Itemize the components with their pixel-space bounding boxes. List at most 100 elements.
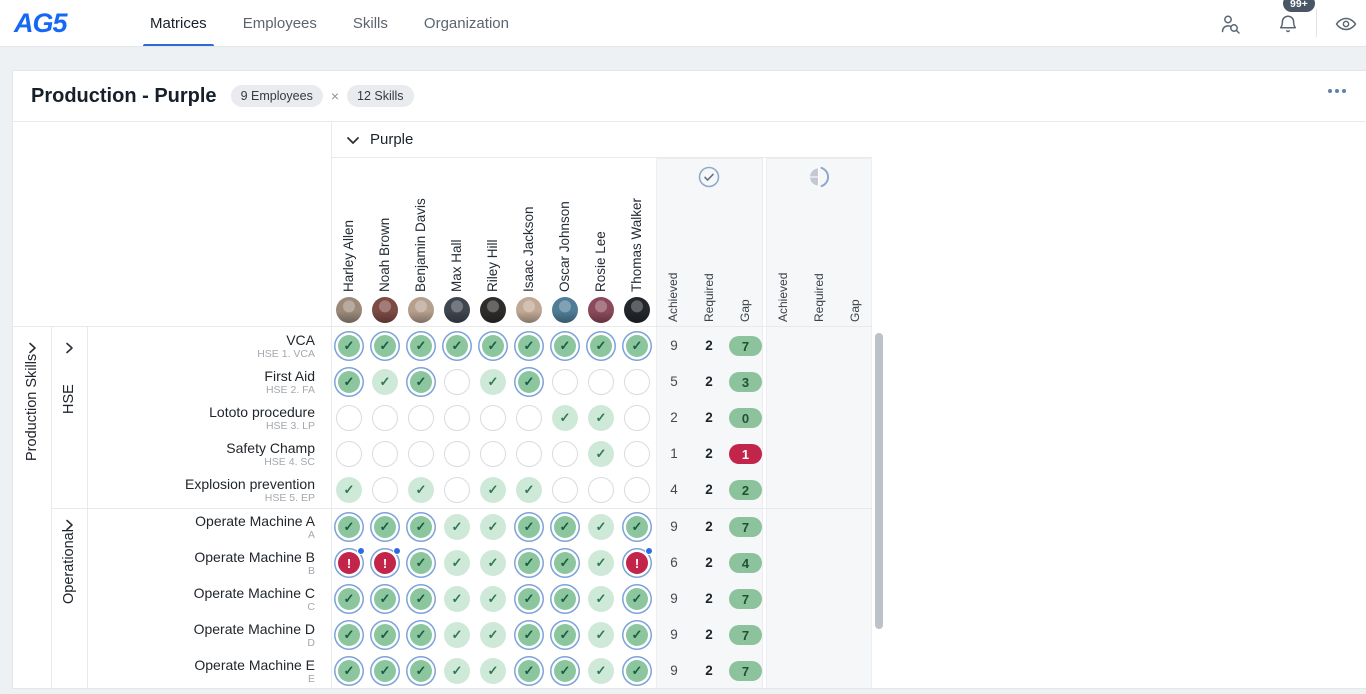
qualification-cell[interactable] [626,335,648,357]
qualification-cell[interactable] [480,441,506,467]
qualification-cell[interactable] [588,369,614,395]
qualification-cell[interactable] [588,658,614,684]
tab-matrices[interactable]: Matrices [143,0,214,46]
qualification-cell[interactable] [480,550,506,576]
qualification-cell[interactable] [480,658,506,684]
employee-avatar[interactable] [444,297,470,323]
qualification-cell[interactable] [552,405,578,431]
employee-name[interactable]: Oscar Johnson [557,201,572,292]
qualification-cell[interactable] [516,477,542,503]
qualification-cell[interactable] [410,516,432,538]
employee-avatar[interactable] [480,297,506,323]
qualification-cell[interactable] [338,335,360,357]
qualification-cell[interactable] [554,588,576,610]
qualification-cell[interactable] [482,335,504,357]
qualification-cell[interactable] [410,371,432,393]
qualification-cell[interactable] [624,369,650,395]
qualification-cell[interactable] [480,622,506,648]
employee-avatar[interactable] [372,297,398,323]
tab-organization[interactable]: Organization [417,0,516,46]
qualification-cell[interactable] [338,547,365,574]
qualification-cell[interactable] [410,660,432,682]
employee-name[interactable]: Noah Brown [377,217,392,292]
qualification-cell[interactable] [374,547,401,574]
qualification-cell[interactable] [444,514,470,540]
qualification-cell[interactable] [624,441,650,467]
qualification-cell[interactable] [552,369,578,395]
qualification-cell[interactable] [588,622,614,648]
qualification-cell[interactable] [590,335,612,357]
employee-name[interactable]: Rosie Lee [593,231,608,292]
user-search-icon[interactable] [1218,12,1242,36]
qualification-cell[interactable] [480,369,506,395]
qualification-cell[interactable] [444,369,470,395]
chevron-right-icon[interactable] [26,341,38,354]
qualification-cell[interactable] [374,516,396,538]
qualification-cell[interactable] [372,369,398,395]
qualification-cell[interactable] [624,477,650,503]
qualification-cell[interactable] [518,624,540,646]
qualification-cell[interactable] [444,658,470,684]
qualification-cell[interactable] [444,441,470,467]
skill-label[interactable]: First Aid HSE 2. FA [87,364,323,400]
notifications-bell-icon[interactable] [1276,12,1300,36]
ag5-logo[interactable]: AG5 [14,8,68,38]
qualification-cell[interactable] [480,514,506,540]
employee-avatar[interactable] [336,297,362,323]
qualification-cell[interactable] [374,660,396,682]
qualification-cell[interactable] [480,477,506,503]
qualification-cell[interactable] [518,660,540,682]
qualification-cell[interactable] [338,371,360,393]
qualification-cell[interactable] [552,441,578,467]
qualification-cell[interactable] [410,624,432,646]
qualification-cell[interactable] [336,441,362,467]
skill-label[interactable]: VCA HSE 1. VCA [87,328,323,364]
qualification-cell[interactable] [626,547,653,574]
qualification-cell[interactable] [588,477,614,503]
qualification-cell[interactable] [374,624,396,646]
chevron-right-icon[interactable] [63,341,75,354]
employee-name[interactable]: Benjamin Davis [413,198,428,292]
tab-skills[interactable]: Skills [346,0,395,46]
employee-avatar[interactable] [588,297,614,323]
qualification-cell[interactable] [338,660,360,682]
matrix-group-header[interactable]: Purple [331,122,872,158]
skill-label[interactable]: Lototo procedure HSE 3. LP [87,400,323,436]
qualification-cell[interactable] [408,477,434,503]
skill-label[interactable]: Safety Champ HSE 4. SC [87,436,323,472]
qualification-cell[interactable] [554,552,576,574]
qualification-cell[interactable] [518,552,540,574]
employee-avatar[interactable] [516,297,542,323]
qualification-cell[interactable] [626,516,648,538]
qualification-cell[interactable] [408,405,434,431]
qualification-cell[interactable] [518,516,540,538]
tab-employees[interactable]: Employees [236,0,324,46]
qualification-cell[interactable] [624,405,650,431]
qualification-cell[interactable] [338,516,360,538]
qualification-cell[interactable] [626,588,648,610]
qualification-cell[interactable] [518,371,540,393]
vertical-scrollbar[interactable] [875,333,883,629]
employee-name[interactable]: Isaac Jackson [521,206,536,292]
qualification-cell[interactable] [410,552,432,574]
qualification-cell[interactable] [446,335,468,357]
qualification-cell[interactable] [626,660,648,682]
qualification-cell[interactable] [444,586,470,612]
skill-label[interactable]: Explosion prevention HSE 5. EP [87,472,323,508]
qualification-cell[interactable] [372,405,398,431]
qualification-cell[interactable] [410,335,432,357]
qualification-cell[interactable] [338,624,360,646]
qualification-cell[interactable] [518,335,540,357]
employee-avatar[interactable] [552,297,578,323]
qualification-cell[interactable] [336,477,362,503]
qualification-cell[interactable] [444,405,470,431]
qualification-cell[interactable] [374,588,396,610]
qualification-cell[interactable] [554,335,576,357]
qualification-cell[interactable] [444,477,470,503]
qualification-cell[interactable] [588,514,614,540]
qualification-cell[interactable] [516,441,542,467]
qualification-cell[interactable] [410,588,432,610]
